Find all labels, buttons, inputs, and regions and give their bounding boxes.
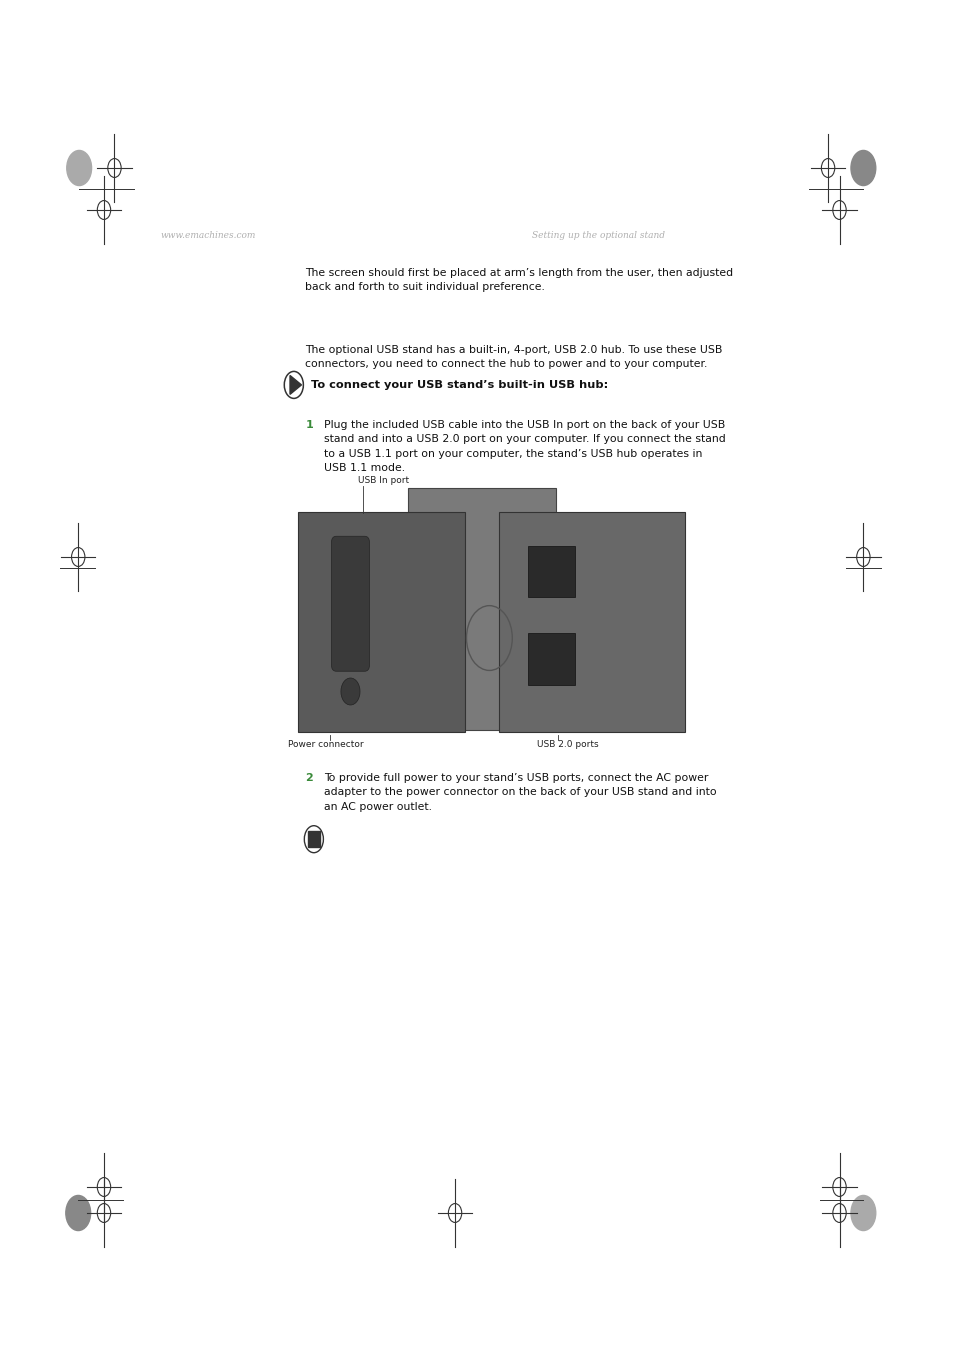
Circle shape [850, 150, 875, 185]
FancyBboxPatch shape [297, 512, 464, 732]
Text: Plug the included USB cable into the USB In port on the back of your USB
stand a: Plug the included USB cable into the USB… [324, 420, 725, 474]
FancyBboxPatch shape [527, 633, 575, 684]
Circle shape [340, 678, 359, 705]
FancyBboxPatch shape [308, 832, 319, 848]
Text: The screen should first be placed at arm’s length from the user, then adjusted
b: The screen should first be placed at arm… [305, 269, 733, 293]
Text: USB In port: USB In port [357, 477, 409, 485]
FancyBboxPatch shape [408, 487, 556, 730]
Text: 1: 1 [305, 420, 313, 431]
Text: 2: 2 [305, 774, 313, 783]
Circle shape [67, 150, 91, 185]
Circle shape [850, 1196, 875, 1231]
Text: www.emachines.com: www.emachines.com [160, 231, 255, 239]
Text: To connect your USB stand’s built-in USB hub:: To connect your USB stand’s built-in USB… [311, 379, 608, 390]
Text: Setting up the optional stand: Setting up the optional stand [532, 231, 664, 239]
FancyBboxPatch shape [498, 512, 684, 732]
FancyBboxPatch shape [331, 536, 369, 671]
Text: To provide full power to your stand’s USB ports, connect the AC power
adapter to: To provide full power to your stand’s US… [324, 774, 717, 811]
FancyBboxPatch shape [527, 545, 575, 597]
Text: USB 2.0 ports: USB 2.0 ports [537, 740, 598, 749]
Circle shape [66, 1196, 91, 1231]
Text: Power connector: Power connector [288, 740, 364, 749]
Text: The optional USB stand has a built-in, 4-port, USB 2.0 hub. To use these USB
con: The optional USB stand has a built-in, 4… [305, 346, 722, 370]
Polygon shape [290, 375, 301, 394]
